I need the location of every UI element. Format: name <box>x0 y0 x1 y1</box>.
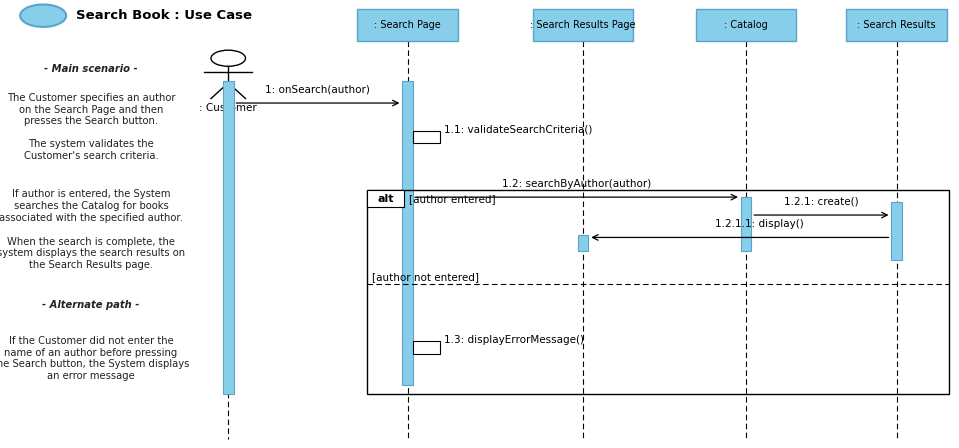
Text: [author entered]: [author entered] <box>409 194 495 204</box>
FancyBboxPatch shape <box>847 9 947 41</box>
FancyBboxPatch shape <box>403 81 412 385</box>
Text: [author not entered]: [author not entered] <box>372 272 480 282</box>
FancyBboxPatch shape <box>892 202 902 260</box>
Text: : Catalog: : Catalog <box>724 20 768 30</box>
FancyBboxPatch shape <box>577 235 589 251</box>
Bar <box>367 190 949 394</box>
Text: 1.2: searchByAuthor(author): 1.2: searchByAuthor(author) <box>503 179 651 189</box>
FancyBboxPatch shape <box>358 9 458 41</box>
Text: alt: alt <box>377 194 394 204</box>
Text: : Customer: : Customer <box>199 103 257 113</box>
Text: The Customer specifies an author
on the Search Page and then
presses the Search : The Customer specifies an author on the … <box>7 93 175 126</box>
FancyBboxPatch shape <box>222 81 234 394</box>
Text: 1.2.1.1: display(): 1.2.1.1: display() <box>714 220 804 229</box>
FancyBboxPatch shape <box>367 190 404 207</box>
Text: : Search Results Page: : Search Results Page <box>530 20 636 30</box>
Ellipse shape <box>20 4 66 27</box>
Text: : Search Page: : Search Page <box>374 20 441 30</box>
Text: Search Book : Use Case: Search Book : Use Case <box>76 9 252 22</box>
Text: 1.2.1: create(): 1.2.1: create() <box>784 197 858 207</box>
FancyBboxPatch shape <box>533 9 633 41</box>
Text: 1.3: displayErrorMessage(): 1.3: displayErrorMessage() <box>445 336 584 345</box>
FancyBboxPatch shape <box>696 9 797 41</box>
Text: 1: onSearch(author): 1: onSearch(author) <box>266 85 370 95</box>
FancyBboxPatch shape <box>741 197 752 251</box>
Text: - Alternate path -: - Alternate path - <box>42 300 140 310</box>
Text: - Main scenario -: - Main scenario - <box>44 65 138 74</box>
FancyBboxPatch shape <box>412 341 439 354</box>
Text: 1.1: validateSearchCriteria(): 1.1: validateSearchCriteria() <box>445 125 593 135</box>
Text: When the search is complete, the
system displays the search results on
the Searc: When the search is complete, the system … <box>0 237 185 270</box>
Text: : Search Results: : Search Results <box>857 20 936 30</box>
Text: If the Customer did not enter the
name of an author before pressing
the Search b: If the Customer did not enter the name o… <box>0 336 189 381</box>
Text: The system validates the
Customer's search criteria.: The system validates the Customer's sear… <box>24 139 158 161</box>
Text: If author is entered, the System
searches the Catalog for books
associated with : If author is entered, the System searche… <box>0 190 183 223</box>
FancyBboxPatch shape <box>412 131 439 143</box>
